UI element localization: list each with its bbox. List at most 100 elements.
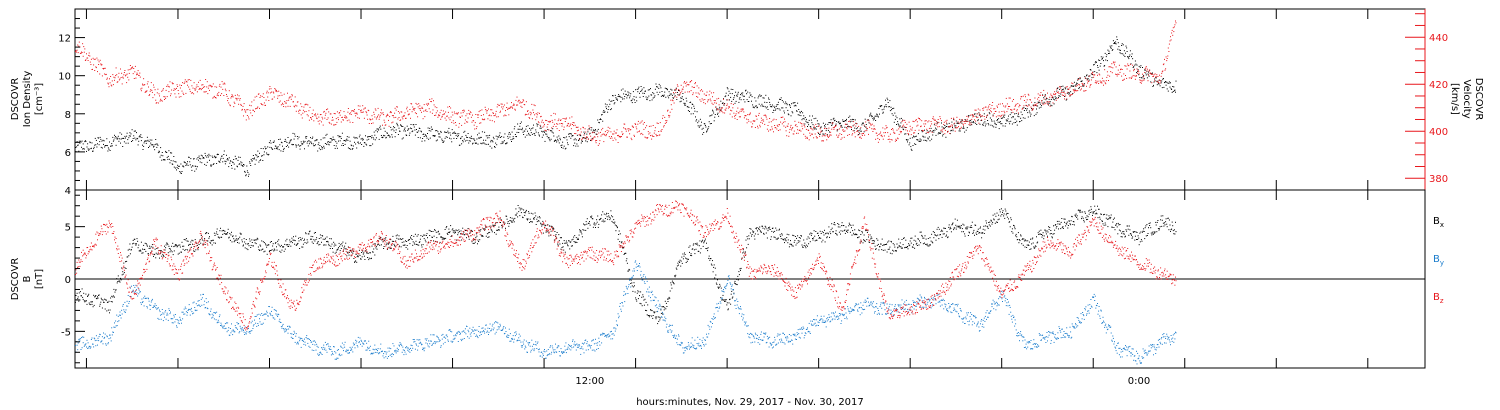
top-ion-density-point (841, 126, 843, 128)
top-ion-density-point (1043, 101, 1045, 103)
top-ion-density-point (219, 161, 221, 163)
top-ion-density-point (879, 113, 880, 115)
top-ion-density-point (450, 134, 452, 136)
top-velocity-point (331, 119, 333, 121)
bottom-bx-point (268, 251, 270, 252)
top-ion-density-point (157, 144, 159, 146)
top-ion-density-point (411, 128, 413, 130)
bottom-bx-point (251, 242, 253, 243)
top-velocity-point (306, 103, 308, 105)
bottom-bx-point (338, 247, 339, 249)
top-ion-density-point (248, 173, 250, 175)
bottom-bx-point (230, 234, 232, 236)
bottom-bx-point (399, 245, 400, 247)
bottom-bx-point (549, 225, 551, 227)
top-ion-density-point (128, 137, 130, 139)
top-velocity-point (541, 121, 543, 123)
top-velocity-point (721, 111, 723, 112)
top-velocity-point (995, 110, 997, 112)
top-velocity-point (953, 117, 955, 119)
top-velocity-point (841, 134, 843, 135)
bottom-bx-point (280, 244, 282, 246)
top-ion-density-point (1028, 110, 1030, 112)
top-velocity-point (85, 59, 87, 61)
bottom-bx-point (344, 248, 346, 250)
top-ion-density-point (898, 125, 900, 127)
top-ion-density-point (1062, 88, 1064, 90)
bottom-bx-point (551, 226, 553, 228)
top-ion-density-point (594, 130, 596, 132)
top-velocity-point (612, 139, 614, 141)
top-velocity-point (282, 102, 283, 104)
bottom-bx-point (373, 248, 375, 250)
top-ion-density-point (696, 111, 698, 113)
top-velocity-point (835, 125, 836, 127)
top-ion-density-point (630, 93, 632, 95)
top-velocity-point (193, 93, 195, 95)
top-velocity-point (664, 116, 666, 118)
top-velocity-point (702, 90, 704, 92)
velocity-axis-label-line-3: [km/s] (1449, 83, 1460, 115)
top-ion-density-point (496, 138, 498, 140)
top-velocity-point (491, 109, 493, 111)
bottom-bx-point (103, 301, 105, 303)
top-velocity-point (684, 81, 685, 83)
top-velocity-point (126, 82, 128, 84)
top-ion-density-point (385, 136, 387, 138)
bottom-bx-point (82, 298, 84, 300)
top-velocity-point (253, 99, 255, 101)
bottom-bx-point (319, 243, 321, 245)
top-velocity-point (92, 57, 94, 59)
top-velocity-point (183, 83, 185, 84)
top-velocity-point (544, 123, 545, 125)
top-velocity-point (272, 98, 274, 100)
top-velocity-point (670, 99, 672, 101)
top-ion-density-point (767, 109, 769, 110)
top-velocity-point (677, 85, 679, 87)
bottom-bx-point (270, 250, 272, 251)
bottom-bx-point (433, 235, 435, 237)
top-ion-density-point (816, 126, 818, 127)
top-ion-density-point (729, 92, 731, 94)
top-velocity-point (878, 134, 880, 135)
top-velocity-point (509, 106, 511, 108)
top-ion-density-point (627, 91, 629, 93)
top-ion-density-point (394, 127, 396, 129)
top-velocity-point (553, 112, 555, 114)
top-ion-density-point (83, 148, 85, 150)
top-velocity-point (670, 104, 672, 106)
top-ion-density-point (799, 112, 801, 114)
bottom-bx-point (536, 218, 538, 220)
top-ion-density-point (244, 170, 246, 172)
top-ion-density-point (540, 127, 542, 129)
top-ion-density-point (671, 94, 673, 96)
bottom-bx-point (84, 300, 86, 302)
top-ion-density-point (1054, 99, 1056, 101)
bottom-bx-point (284, 243, 286, 245)
bottom-bx-point (161, 255, 163, 257)
top-velocity-point (186, 81, 188, 83)
top-velocity-point (805, 128, 807, 130)
bottom-bx-point (506, 218, 508, 220)
top-ion-density-point (1124, 56, 1126, 57)
top-ion-density-point (847, 126, 849, 128)
top-ion-density-point (1137, 69, 1139, 71)
top-ion-density-point (882, 111, 884, 113)
top-ion-density-point (180, 163, 182, 165)
top-velocity-point (464, 119, 466, 121)
top-ion-density-point (727, 88, 729, 90)
top-velocity-point (991, 111, 992, 113)
top-velocity-point (1073, 91, 1075, 93)
top-velocity-point (781, 123, 783, 125)
top-ion-density-point (791, 111, 793, 113)
top-ion-density-point (634, 102, 636, 103)
top-velocity-point (322, 124, 324, 126)
top-ion-density-point (671, 89, 673, 91)
bottom-bx-point (368, 257, 370, 259)
top-ion-density-point (567, 144, 569, 146)
top-velocity-point (851, 134, 853, 136)
top-velocity-point (726, 103, 728, 105)
top-velocity-point (685, 82, 687, 84)
top-velocity-point (1013, 108, 1015, 110)
top-velocity-point (260, 103, 262, 104)
